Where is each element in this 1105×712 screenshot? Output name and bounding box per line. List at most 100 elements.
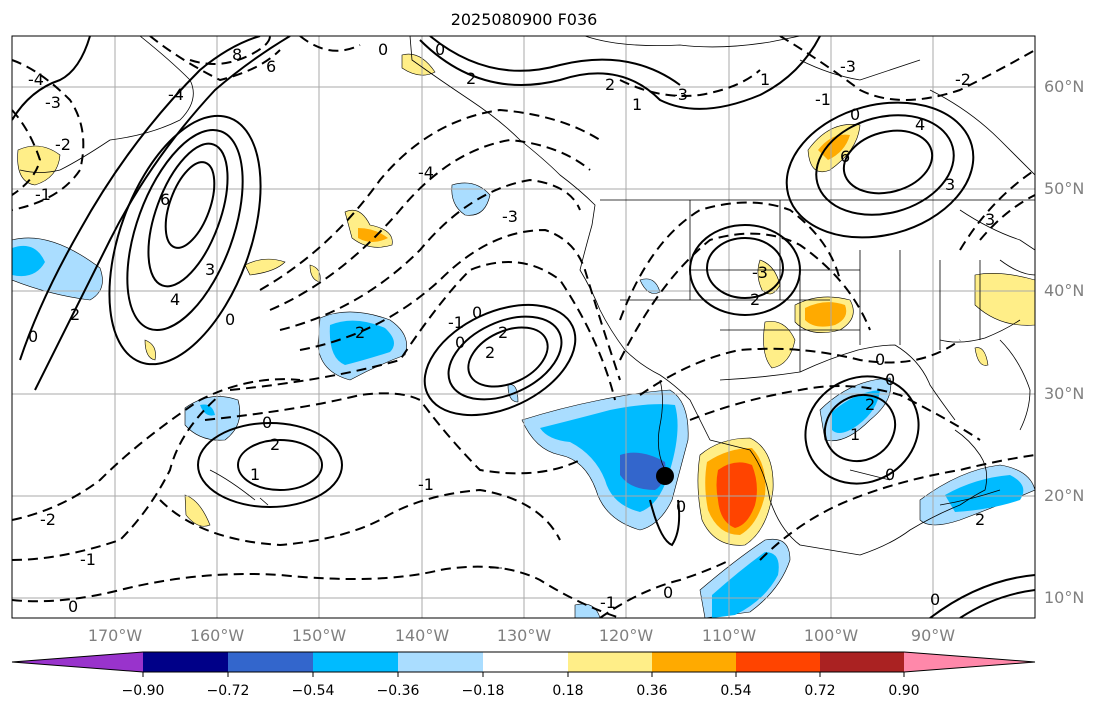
contour-label: 0	[68, 597, 78, 616]
contour-label: 1	[632, 95, 642, 114]
colorbar-extend-low	[12, 652, 143, 672]
contour-label: -2	[55, 135, 71, 154]
contour-label: 6	[266, 57, 276, 76]
colorbar-tick-label: 0.18	[552, 683, 584, 699]
colorbar-tick-label: −0.18	[461, 683, 505, 699]
contour-label: 3	[945, 175, 955, 194]
contour-label: 1	[250, 465, 260, 484]
contour-label: 1	[850, 425, 860, 444]
contour-label: 2	[466, 69, 476, 88]
lon-label: 110°W	[701, 626, 757, 645]
contour-label: 0	[663, 583, 673, 602]
contour-label: -1	[35, 185, 51, 204]
contour-label: 2	[605, 75, 615, 94]
lon-label: 140°W	[394, 626, 450, 645]
colorbar-segment	[228, 652, 313, 672]
contour-label: 0	[435, 40, 445, 59]
lon-label: 90°W	[910, 626, 956, 645]
contours-dashed	[12, 36, 1035, 618]
contour-label: 2	[975, 510, 985, 529]
contour-label: -3	[840, 57, 856, 76]
colorbar-segment	[652, 652, 736, 672]
contour-label: -4	[168, 85, 184, 104]
contour-label: -1	[448, 313, 464, 332]
contour-label: 0	[378, 40, 388, 59]
contour-label: 2	[270, 435, 280, 454]
contour-label: 0	[262, 413, 272, 432]
contour-label: 0	[930, 590, 940, 609]
colorbar-segment	[313, 652, 398, 672]
lat-label: 60°N	[1044, 77, 1085, 96]
colorbar-tick-label: 0.36	[636, 683, 668, 699]
colorbar-segment	[820, 652, 904, 672]
contour-label: -1	[418, 475, 434, 494]
colorbar-segment	[736, 652, 820, 672]
contour-label: 6	[160, 190, 170, 209]
contour-label: 1	[760, 70, 770, 89]
contour-label: 0	[850, 105, 860, 124]
contour-label: 4	[170, 290, 180, 309]
contour-label: 0	[225, 310, 235, 329]
colorbar-tick-label: −0.72	[206, 683, 250, 699]
lon-label: 100°W	[803, 626, 859, 645]
contour-label: -1	[600, 593, 616, 612]
contour-label: 2	[355, 323, 365, 342]
contour-label: -3	[672, 85, 688, 104]
lat-lon-grid	[12, 36, 1035, 618]
lat-label: 30°N	[1044, 384, 1085, 403]
shading-positive	[17, 53, 1035, 546]
contour-label: 2	[750, 290, 760, 309]
lon-label: 120°W	[598, 626, 654, 645]
colorbar-tick-label: −0.36	[376, 683, 420, 699]
contour-label: 2	[498, 323, 508, 342]
colorbar-segment	[568, 652, 652, 672]
lat-label: 20°N	[1044, 486, 1085, 505]
contour-label: 0	[875, 350, 885, 369]
map-frame	[11, 35, 1036, 619]
lon-label: 130°W	[496, 626, 552, 645]
colorbar-segment	[398, 652, 483, 672]
lat-label: 40°N	[1044, 281, 1085, 300]
contour-label: -1	[80, 550, 96, 569]
storm-center-marker	[656, 467, 674, 485]
contour-label: 3	[205, 260, 215, 279]
contour-label: -4	[418, 163, 434, 182]
colorbar-tick-label: 0.54	[720, 683, 752, 699]
contour-label: -2	[40, 510, 56, 529]
lat-label: 10°N	[1044, 588, 1085, 607]
contour-label: 0	[885, 465, 895, 484]
contour-label: 0	[676, 497, 686, 516]
colorbar	[11, 651, 1036, 677]
contour-label: 0	[455, 333, 465, 352]
contour-label: 2	[70, 305, 80, 324]
colorbar-tick-label: 0.90	[888, 683, 920, 699]
contour-label: 4	[915, 115, 925, 134]
map-title: 2025080900 F036	[450, 10, 598, 29]
contour-label: 0	[885, 370, 895, 389]
contour-label: -3	[752, 263, 768, 282]
contour-label: 2	[485, 343, 495, 362]
lon-label: 170°W	[87, 626, 143, 645]
lon-label: 150°W	[291, 626, 347, 645]
contour-label: -1	[815, 90, 831, 109]
colorbar-segment	[483, 652, 568, 672]
colorbar-tick-label: −0.54	[291, 683, 335, 699]
lat-label: 50°N	[1044, 179, 1085, 198]
contour-label: 3	[985, 210, 995, 229]
contour-label: 0	[472, 303, 482, 322]
contour-label: -2	[955, 70, 971, 89]
colorbar-tick-label: 0.72	[804, 683, 836, 699]
lon-label: 160°W	[189, 626, 245, 645]
contour-label: 8	[232, 45, 242, 64]
colorbar-segment	[143, 652, 228, 672]
contour-label: 6	[840, 147, 850, 166]
colorbar-tick-label: −0.90	[121, 683, 165, 699]
contour-label: -3	[45, 93, 61, 112]
contours-solid	[12, 36, 1035, 618]
contour-label: 2	[865, 395, 875, 414]
contour-label: -4	[28, 70, 44, 89]
colorbar-extend-high	[904, 652, 1035, 672]
coastlines	[19, 36, 1035, 569]
contour-label: 0	[28, 327, 38, 346]
